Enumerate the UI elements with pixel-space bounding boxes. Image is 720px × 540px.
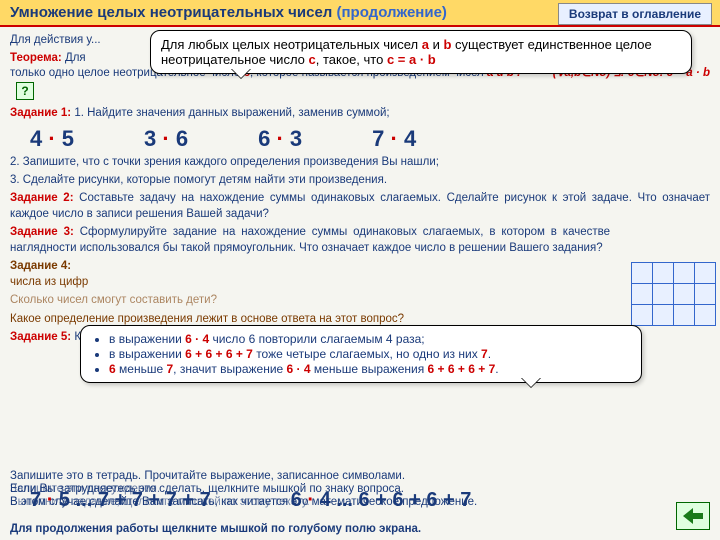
- callout-reasoning: в выражении 6 · 4 число 6 повторили слаг…: [80, 325, 642, 383]
- expr-3: 6 · 3: [258, 124, 302, 154]
- prev-arrow-button[interactable]: [676, 502, 710, 530]
- rectangle-grid: [631, 262, 716, 326]
- help-button[interactable]: ?: [16, 82, 34, 100]
- reasoning-li2: в выражении 6 + 6 + 6 + 7 тоже четыре сл…: [109, 347, 631, 361]
- task5-label: Задание 5:: [10, 331, 71, 343]
- footer-l6: Для продолжения работы щелкните мышкой п…: [10, 523, 421, 536]
- expr-1: 4 · 5: [30, 124, 74, 154]
- task4-block: Задание 4: числа из цифр: [10, 259, 710, 290]
- task1-line2: 2. Запишите, что с точки зрения каждого …: [10, 155, 710, 171]
- expr-4: 7 · 4: [372, 124, 416, 154]
- expr5-right: 6 · 4 ... 6 + 6 + 6 + 7: [291, 489, 472, 512]
- task1-label: Задание 1:: [10, 107, 71, 119]
- task2-label: Задание 2:: [10, 192, 74, 204]
- callout-theorem-text: Для любых целых неотрицательных чисел a …: [150, 30, 692, 74]
- task5-expressions: 7 · 5 ... 7 + 7 + 7 + 7 6 · 4 ... 6 + 6 …: [10, 489, 471, 512]
- arrow-left-icon: [683, 508, 703, 524]
- content-area: Для действия у... Теорема: Для только од…: [0, 27, 720, 346]
- title-sub: (продолжение): [337, 4, 447, 21]
- task3-label: Задание 3:: [10, 226, 74, 238]
- reasoning-li3: 6 меньше 7, значит выражение 6 · 4 меньш…: [109, 362, 631, 376]
- task1-block: Задание 1: 1. Найдите значения данных вы…: [10, 106, 710, 122]
- footer-l1: Запишите это в тетрадь. Прочитайте выраж…: [10, 470, 405, 483]
- toc-button[interactable]: Возврат в оглавление: [558, 3, 712, 25]
- reasoning-li1: в выражении 6 · 4 число 6 повторили слаг…: [109, 332, 631, 346]
- expr5-left: 7 · 5 ... 7 + 7 + 7 + 7: [30, 489, 211, 512]
- question-line-1: Сколько чисел смогут составить дети?: [10, 293, 710, 309]
- task3-block: Задание 3: Сформулируйте задание на нахо…: [10, 225, 710, 256]
- task1-expressions: 4 · 5 3 · 6 6 · 3 7 · 4: [10, 124, 710, 154]
- expr-2: 3 · 6: [144, 124, 188, 154]
- task4-label: Задание 4:: [10, 260, 71, 272]
- title-main: Умножение целых неотрицательных чисел: [10, 4, 332, 21]
- task2-block: Задание 2: Составьте задачу на нахождени…: [10, 191, 710, 222]
- task1-line3: 3. Сделайте рисунки, которые помогут дет…: [10, 173, 710, 189]
- theorem-label: Теорема:: [10, 52, 62, 64]
